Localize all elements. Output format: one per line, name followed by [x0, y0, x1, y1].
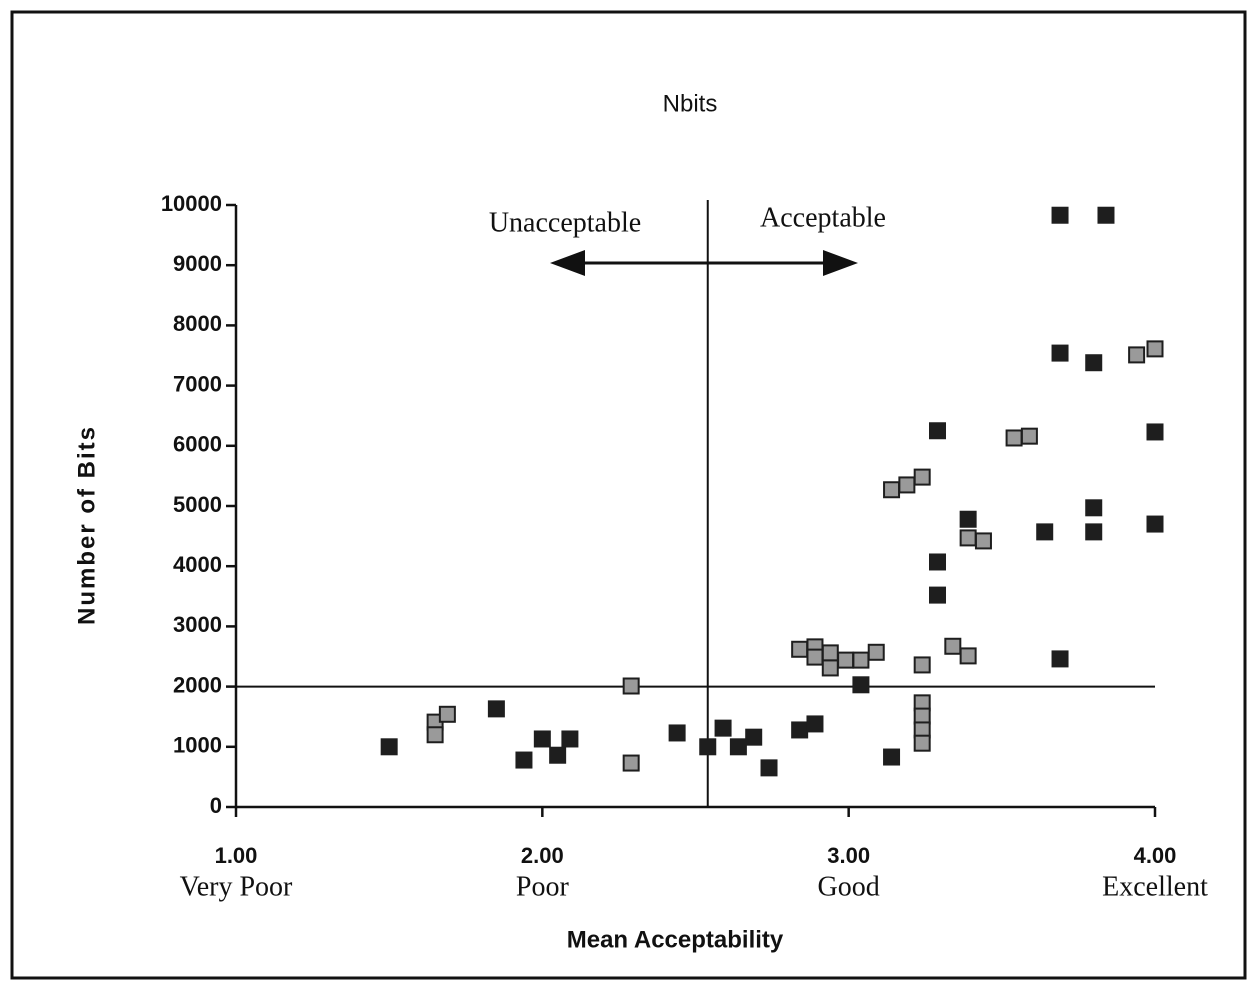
point [1146, 423, 1164, 441]
y-tick-label: 1000 [173, 733, 222, 758]
point [1085, 523, 1103, 541]
point [549, 746, 567, 764]
point [944, 637, 962, 655]
point [883, 748, 901, 766]
point [622, 754, 640, 772]
point [852, 676, 870, 694]
point [913, 734, 931, 752]
point [898, 476, 916, 494]
point [791, 721, 809, 739]
point [913, 656, 931, 674]
y-tick-label: 7000 [173, 371, 222, 396]
point [883, 481, 901, 499]
x-tick-label: 1.00 [215, 843, 258, 868]
point [1051, 344, 1069, 362]
point [821, 659, 839, 677]
annotation: Acceptable [760, 202, 886, 233]
point [1085, 354, 1103, 372]
point [913, 468, 931, 486]
x-tick-name: Good [818, 871, 880, 902]
y-tick-label: 3000 [173, 612, 222, 637]
x-tick-label: 4.00 [1134, 843, 1177, 868]
x-tick-label: 2.00 [521, 843, 564, 868]
point [1036, 523, 1054, 541]
y-tick-label: 10000 [161, 191, 222, 216]
point [929, 553, 947, 571]
point [438, 705, 456, 723]
point [1020, 427, 1038, 445]
point [913, 707, 931, 725]
arrow-head [823, 250, 858, 276]
point [1085, 499, 1103, 517]
point [668, 724, 686, 742]
point [929, 586, 947, 604]
point [959, 647, 977, 665]
point [959, 529, 977, 547]
point [806, 715, 824, 733]
point [1128, 346, 1146, 364]
point [959, 510, 977, 528]
point [791, 640, 809, 658]
y-tick-label: 2000 [173, 672, 222, 697]
y-tick-label: 6000 [173, 432, 222, 457]
point [745, 728, 763, 746]
point [487, 700, 505, 718]
y-tick-label: 4000 [173, 552, 222, 577]
point [867, 643, 885, 661]
point [729, 738, 747, 756]
point [821, 644, 839, 662]
point [714, 719, 732, 737]
y-tick-label: 8000 [173, 311, 222, 336]
point [852, 651, 870, 669]
y-axis-label: Number of Bits [73, 425, 100, 625]
point [1051, 650, 1069, 668]
frame [10, 10, 1247, 980]
point [1146, 340, 1164, 358]
point [699, 738, 717, 756]
point [806, 648, 824, 666]
point [760, 759, 778, 777]
x-tick-name: Very Poor [180, 871, 293, 902]
chart-title: Nbits [663, 90, 718, 117]
annotation: Unacceptable [489, 207, 641, 238]
point [1051, 206, 1069, 224]
point [622, 677, 640, 695]
x-axis-label: Mean Acceptability [567, 926, 784, 953]
point [929, 422, 947, 440]
point [533, 730, 551, 748]
point [1005, 429, 1023, 447]
point [380, 738, 398, 756]
x-tick-label: 3.00 [827, 843, 870, 868]
point [1146, 515, 1164, 533]
x-tick-name: Excellent [1102, 871, 1208, 902]
point [561, 730, 579, 748]
point [426, 726, 444, 744]
y-tick-label: 9000 [173, 251, 222, 276]
y-tick-label: 5000 [173, 492, 222, 517]
point [1097, 206, 1115, 224]
point [515, 751, 533, 769]
arrow-head [550, 250, 585, 276]
point [837, 651, 855, 669]
y-tick-label: 0 [210, 793, 222, 818]
point [974, 532, 992, 550]
x-tick-name: Poor [516, 871, 570, 902]
